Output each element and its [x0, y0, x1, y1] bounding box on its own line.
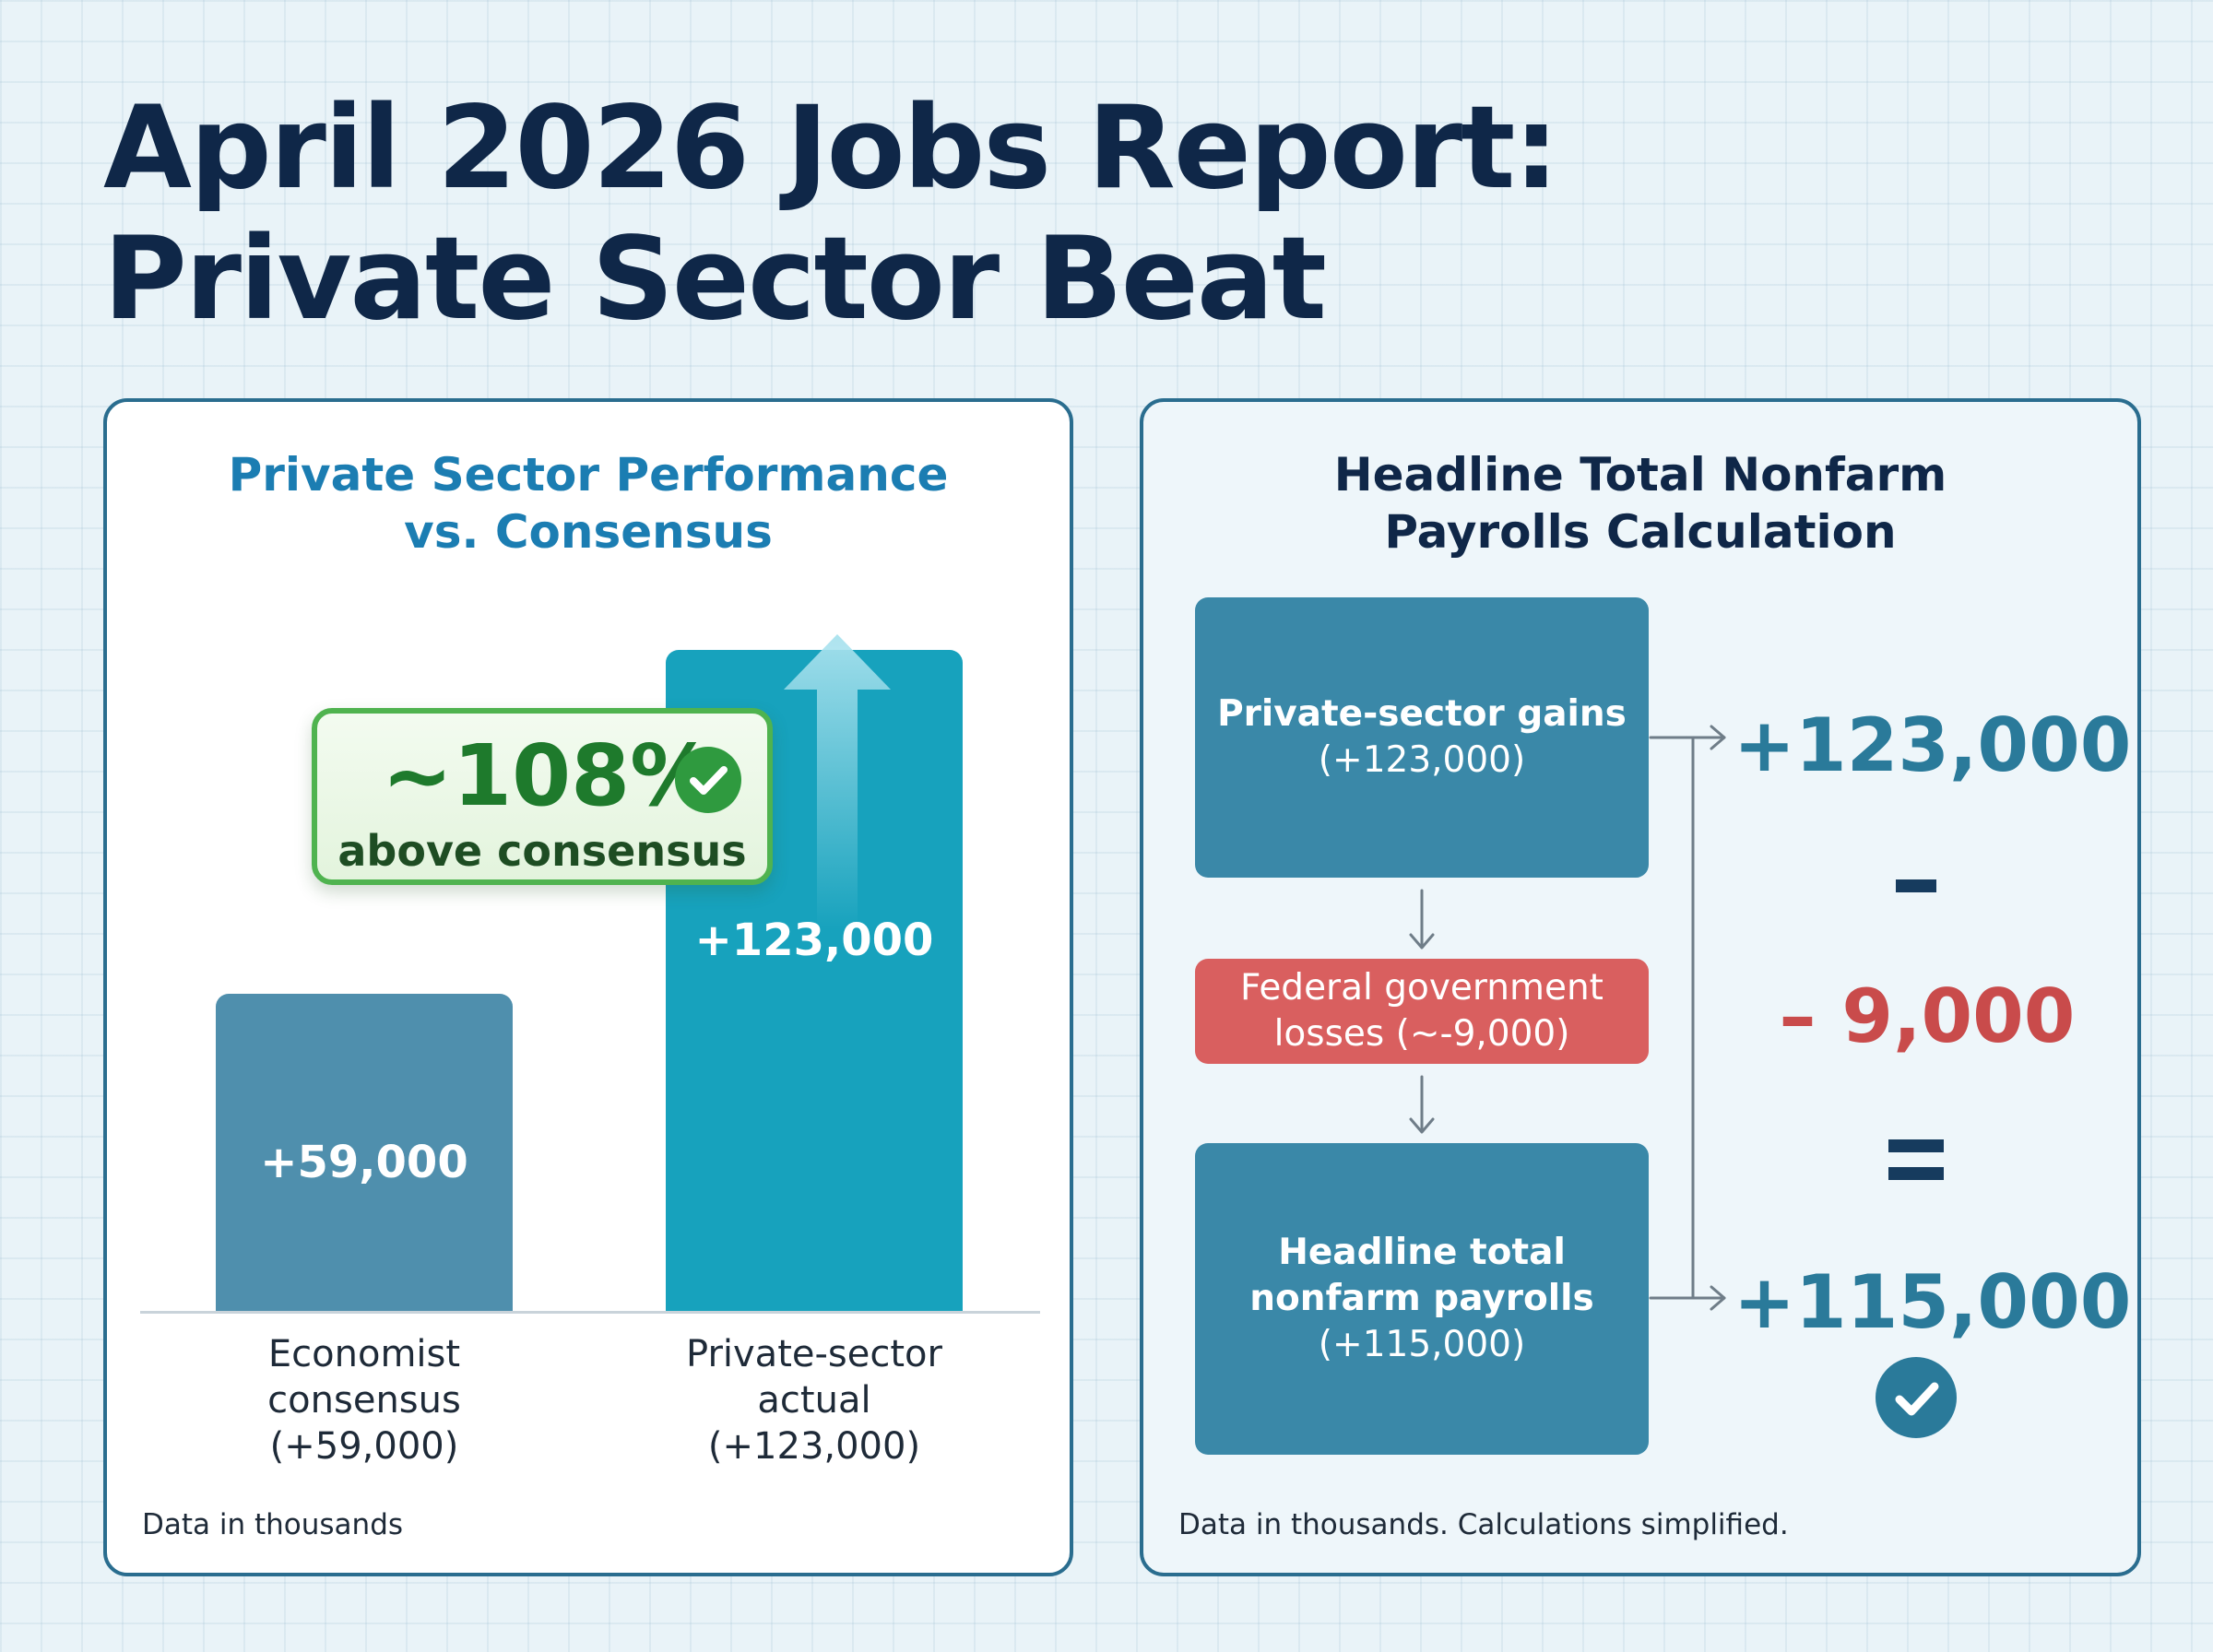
- right-panel-title: Headline Total Nonfarm Payrolls Calculat…: [1143, 446, 2137, 560]
- right-panel-title-line-1: Headline Total Nonfarm: [1333, 448, 1947, 502]
- beat-percentage: ~108%: [382, 726, 716, 825]
- federal-losses-value: losses (~-9,000): [1273, 1013, 1570, 1055]
- left-panel-title: Private Sector Performance vs. Consensus: [107, 446, 1070, 560]
- headline-payrolls-value: (+115,000): [1318, 1324, 1526, 1365]
- left-footnote: Data in thousands: [142, 1508, 404, 1541]
- federal-losses-box: Federal government losses (~-9,000): [1195, 959, 1649, 1064]
- right-panel-title-line-2: Payrolls Calculation: [1384, 505, 1897, 559]
- title-line-2: Private Sector Beat: [103, 213, 1327, 346]
- title-line-1: April 2026 Jobs Report:: [103, 82, 1559, 215]
- beat-callout-text: above consensus: [337, 826, 747, 876]
- category-label-line: Private-sector: [686, 1333, 942, 1375]
- category-label-line: actual: [757, 1379, 871, 1422]
- actual-bar-label: +123,000: [694, 914, 934, 966]
- checkmark-circle-icon: [675, 747, 741, 813]
- actual-category-label: Private-sector actual (+123,000): [630, 1331, 999, 1469]
- private-sector-gains-value: (+123,000): [1318, 739, 1526, 781]
- page-title: April 2026 Jobs Report: Private Sector B…: [103, 83, 1671, 345]
- consensus-bar: +59,000: [216, 994, 513, 1311]
- left-panel-title-line-2: vs. Consensus: [404, 505, 773, 559]
- equation-result-value: +115,000: [1734, 1259, 2132, 1345]
- right-footnote: Data in thousands. Calculations simplifi…: [1178, 1508, 1789, 1541]
- equation-second-value: – 9,000: [1779, 974, 2076, 1059]
- category-label-line: Economist: [267, 1333, 461, 1375]
- private-sector-gains-box: Private-sector gains (+123,000): [1195, 597, 1649, 878]
- minus-operator-icon: [1896, 879, 1936, 892]
- category-label-line: (+123,000): [707, 1425, 921, 1468]
- federal-losses-label: Federal government: [1240, 967, 1604, 1009]
- category-label-line: consensus: [267, 1379, 461, 1422]
- headline-payrolls-label-2: nonfarm payrolls: [1249, 1278, 1594, 1319]
- headline-payrolls-label-1: Headline total: [1278, 1232, 1566, 1273]
- left-panel-title-line-1: Private Sector Performance: [228, 448, 949, 502]
- chart-baseline: [140, 1311, 1040, 1314]
- consensus-category-label: Economist consensus (+59,000): [180, 1331, 549, 1469]
- payrolls-calculation-panel: Headline Total Nonfarm Payrolls Calculat…: [1140, 398, 2141, 1576]
- private-sector-gains-label: Private-sector gains: [1217, 693, 1627, 735]
- headline-payrolls-box: Headline total nonfarm payrolls (+115,00…: [1195, 1143, 1649, 1455]
- equation-first-value: +123,000: [1734, 702, 2132, 788]
- result-checkmark-icon: [1876, 1357, 1957, 1438]
- category-label-line: (+59,000): [269, 1425, 459, 1468]
- consensus-bar-label: +59,000: [260, 1137, 468, 1188]
- equals-operator-icon-top: [1888, 1139, 1944, 1152]
- private-sector-panel: Private Sector Performance vs. Consensus…: [103, 398, 1073, 1576]
- equals-operator-icon-bottom: [1888, 1167, 1944, 1180]
- flow-connectors: [1409, 725, 1726, 1311]
- beat-callout: ~108% above consensus: [312, 708, 773, 885]
